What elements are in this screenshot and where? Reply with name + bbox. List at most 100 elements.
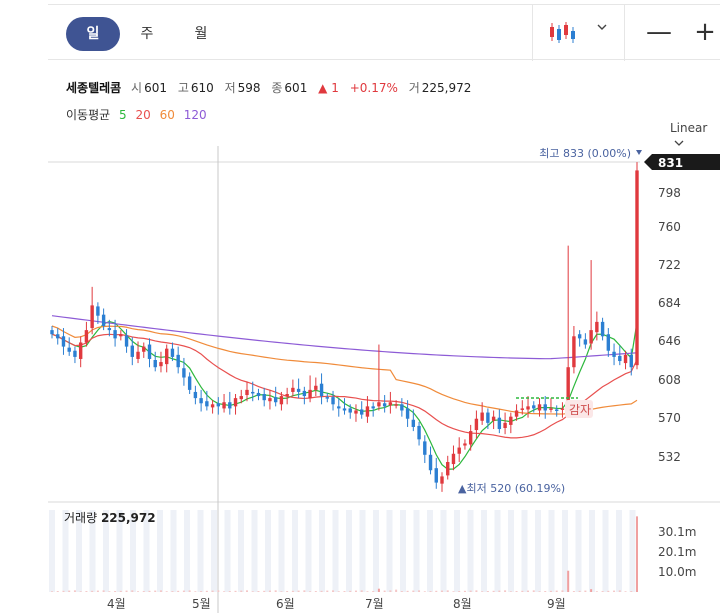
- x-tick-label: 6월: [276, 597, 295, 611]
- volume-bar: [527, 590, 530, 592]
- chevron-down-icon[interactable]: [596, 21, 608, 36]
- volume-bar: [521, 590, 524, 592]
- x-tick-label: 8월: [453, 597, 472, 611]
- volume-bar: [412, 590, 415, 592]
- candle-body: [84, 330, 89, 343]
- volume-bar: [251, 591, 254, 592]
- volume-bar: [458, 591, 461, 592]
- candle-body: [503, 422, 507, 428]
- candle-body: [331, 397, 335, 405]
- volume-bar: [469, 590, 472, 592]
- tab-daily[interactable]: 일: [66, 17, 120, 51]
- ma-20-line: [51, 333, 638, 439]
- volume-bar: [572, 591, 575, 592]
- candle-body: [233, 398, 238, 407]
- scale-mode-dropdown[interactable]: Linear: [670, 121, 720, 149]
- volume-bar: [85, 591, 88, 592]
- y-tick-label: 532: [658, 450, 681, 464]
- candle-body: [251, 391, 255, 394]
- candle-body: [382, 403, 387, 407]
- period-toolbar: 일 주 월 — +: [48, 4, 720, 61]
- volume-bar: [159, 590, 162, 592]
- volume-bar: [314, 591, 317, 592]
- candle-body: [210, 404, 215, 408]
- candle-body: [101, 314, 106, 326]
- candle-body: [348, 408, 352, 413]
- candle-body: [222, 402, 226, 409]
- candle-body: [285, 394, 289, 397]
- candle-body: [296, 388, 301, 392]
- candlestick-icon[interactable]: [548, 21, 578, 45]
- volume-bar: [91, 590, 94, 592]
- candle-body: [543, 404, 547, 411]
- candle-body: [268, 398, 272, 402]
- candle-body: [600, 321, 605, 337]
- candle-body: [371, 406, 375, 409]
- y-tick-label: 798: [658, 186, 681, 200]
- volume-bar: [217, 590, 220, 592]
- open-price: 601: [144, 81, 167, 95]
- chevron-down-icon: [674, 140, 684, 146]
- x-tick-label: 5월: [192, 597, 211, 611]
- candle-body: [537, 404, 542, 411]
- scale-mode-label: Linear: [670, 121, 708, 135]
- volume-bar: [498, 590, 501, 592]
- volume-bar: [303, 590, 306, 592]
- candle-body: [262, 394, 266, 401]
- candle-body: [520, 408, 524, 410]
- candle-body: [526, 406, 530, 410]
- y-tick-label: 684: [658, 296, 681, 310]
- volume-bar: [624, 591, 627, 592]
- y-tick-label: 570: [658, 411, 681, 425]
- candle-body: [354, 410, 358, 414]
- volume-bar: [309, 591, 312, 592]
- volume-bar: [492, 590, 495, 592]
- volume-bar: [618, 590, 621, 592]
- tab-weekly[interactable]: 주: [140, 26, 154, 42]
- candle-body: [256, 392, 261, 397]
- volume-bar: [205, 590, 208, 592]
- price-chart[interactable]: 최고 833 (0.00%) ▲최저 520 (60.19%) 감자 831 798 7…: [0, 140, 720, 613]
- volume-bar: [515, 591, 518, 592]
- event-label: 감자: [569, 403, 591, 417]
- candle-body: [440, 476, 444, 484]
- volume-bar: [223, 591, 226, 592]
- ma-120: 120: [183, 108, 207, 122]
- candle-body: [595, 321, 599, 333]
- candle-body: [273, 397, 278, 403]
- volume-bar: [137, 591, 140, 592]
- price-change: 1: [331, 81, 339, 95]
- volume-bar: [486, 591, 489, 592]
- volume-bar: [200, 591, 203, 592]
- zoom-in-button[interactable]: +: [694, 17, 716, 47]
- volume-bar: [584, 590, 587, 592]
- volume-bar: [366, 591, 369, 592]
- tab-monthly[interactable]: 월: [194, 26, 208, 42]
- candle-body: [319, 383, 324, 397]
- candle-body: [474, 418, 479, 431]
- stock-name: 세종텔레콤: [66, 81, 122, 95]
- volume-bar: [446, 590, 449, 592]
- volume-bar: [400, 591, 403, 592]
- volume-bar: [102, 590, 105, 592]
- candle-body: [342, 408, 347, 411]
- candle-body: [480, 412, 484, 421]
- candle-body: [377, 402, 381, 407]
- candle-body: [279, 396, 284, 405]
- y-tick-label: 760: [658, 220, 681, 234]
- volume-bar: [630, 591, 633, 592]
- ma-label: 이동평균: [66, 108, 111, 122]
- zoom-out-button[interactable]: —: [646, 17, 672, 47]
- candle-body: [308, 389, 312, 399]
- candle-body: [532, 405, 536, 409]
- candle-body: [291, 387, 295, 392]
- volume-bar: [435, 590, 438, 592]
- volume-bar: [395, 589, 398, 592]
- candle-body: [468, 431, 473, 445]
- candle-body: [159, 362, 163, 367]
- volume-bar: [56, 591, 59, 592]
- candle-body: [583, 339, 588, 345]
- volume-bar: [441, 590, 443, 592]
- candle-body: [136, 351, 140, 359]
- volume-bar: [372, 591, 375, 592]
